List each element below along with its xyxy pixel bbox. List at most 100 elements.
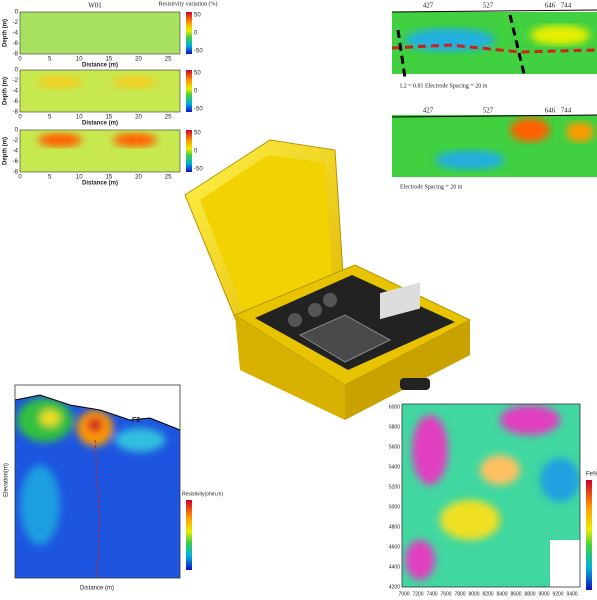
x-axis-label: Distance (m) [82,181,118,187]
x-tick-label: 7200 [412,591,423,597]
x-tick-label: 15 [106,115,113,121]
station-label: 744 [561,2,572,10]
x-tick-label: 10 [76,175,83,181]
x-tick-label: 5 [48,115,52,121]
station-label: 427 [423,107,434,115]
x-axis-label: Distance (m) [80,586,114,592]
station-label: 427 [423,2,434,10]
x-tick-label: 5 [48,175,52,181]
y-tick-label: -6 [13,159,19,165]
station-label: 527 [483,2,494,10]
x-axis-label: Distance (m) [82,63,118,69]
station-label: 527 [483,107,494,115]
x-tick-label: 8000 [468,591,479,597]
y-tick-label: -4 [13,31,19,37]
colorbar-title: Resistivity(ohm.m) [182,491,223,497]
section-plot [20,12,180,54]
section-frame [19,69,181,113]
resistivity-meter [184,139,472,420]
x-tick-label: 15 [106,175,113,181]
x-tick-label: 9400 [566,591,577,597]
x-tick-label: 8600 [510,591,521,597]
section-frame [19,11,181,55]
x-tick-label: 25 [165,115,172,121]
colorbar-tick: 0 [194,31,198,37]
colorbar-title: Fe% [586,472,597,478]
colorbar-tick: 50 [194,13,201,19]
station-label: 646 [545,2,556,10]
x-tick-label: 0 [18,115,22,121]
x-tick-label: 10 [76,57,83,63]
x-tick-label: 10 [76,115,83,121]
x-tick-label: 9000 [538,591,549,597]
y-tick-label: 5600 [389,444,400,450]
annotation: F2 [132,417,140,424]
y-tick-label: 5400 [389,464,400,470]
y-tick-label: 4600 [389,544,400,550]
section-map [14,384,192,579]
y-tick-label: 0 [15,10,19,16]
y-tick-label: 5200 [389,484,400,490]
y-tick-label: 4200 [389,584,400,590]
colorbar-tick: 0 [194,89,198,95]
y-tick-label: -4 [13,89,19,95]
colorbar-tick: -50 [194,49,203,55]
top-left-panels [19,11,192,173]
sections-right [391,9,597,177]
y-tick-label: 4800 [389,524,400,530]
colorbar [186,130,192,172]
y-tick-label: -2 [13,20,19,26]
y-tick-label: 6000 [389,404,400,410]
y-axis-label: Elevation(m) [4,463,10,497]
station-label: 646 [545,107,556,115]
colorbar-tick: -50 [194,167,203,173]
section-plot [20,70,180,112]
colorbar-tick: 50 [194,71,201,77]
colorbar-tick: 0 [194,149,198,155]
x-tick-label: 9200 [552,591,563,597]
x-tick-label: 8400 [496,591,507,597]
y-tick-label: -2 [13,78,19,84]
y-tick-label: 0 [15,128,19,134]
y-axis-label: Depth (m) [3,77,9,105]
y-tick-label: 5000 [389,504,400,510]
x-tick-label: 15 [106,57,113,63]
x-axis-label: Distance (m) [82,121,118,127]
section-frame [19,129,181,173]
anomaly [113,75,157,89]
caption: L2 = 0.81 Electrode Spacing = 20 m [400,83,488,89]
colorbar [186,70,192,112]
y-tick-label: -8 [13,110,19,116]
anomaly [38,75,82,89]
y-tick-label: -8 [13,52,19,58]
y-tick-label: -4 [13,149,19,155]
caption: Electrode Spacing = 20 m [400,184,463,190]
x-tick-label: 8800 [524,591,535,597]
x-tick-label: 20 [135,115,142,121]
y-tick-label: 4400 [389,564,400,570]
colorbar-tick: -50 [194,107,203,113]
station-label: 744 [561,107,572,115]
x-tick-label: 8200 [482,591,493,597]
y-tick-label: -8 [13,170,19,176]
x-tick-label: 25 [165,175,172,181]
x-tick-label: 7600 [440,591,451,597]
x-tick-label: 5 [48,57,52,63]
y-axis-label: Depth (m) [3,19,9,47]
colorbar-tick: 50 [194,131,201,137]
anomaly [113,133,157,147]
plan-map [401,403,592,590]
x-tick-label: 20 [135,175,142,181]
x-tick-label: 25 [165,57,172,63]
y-tick-label: -2 [13,138,19,144]
anomaly [38,133,82,147]
y-tick-label: 5800 [389,424,400,430]
colorbar [186,12,192,54]
x-tick-label: 7000 [398,591,409,597]
x-tick-label: 20 [135,57,142,63]
marker-label: W01 [88,2,102,10]
x-tick-label: 0 [18,175,22,181]
x-tick-label: 7800 [454,591,465,597]
x-tick-label: 0 [18,57,22,63]
